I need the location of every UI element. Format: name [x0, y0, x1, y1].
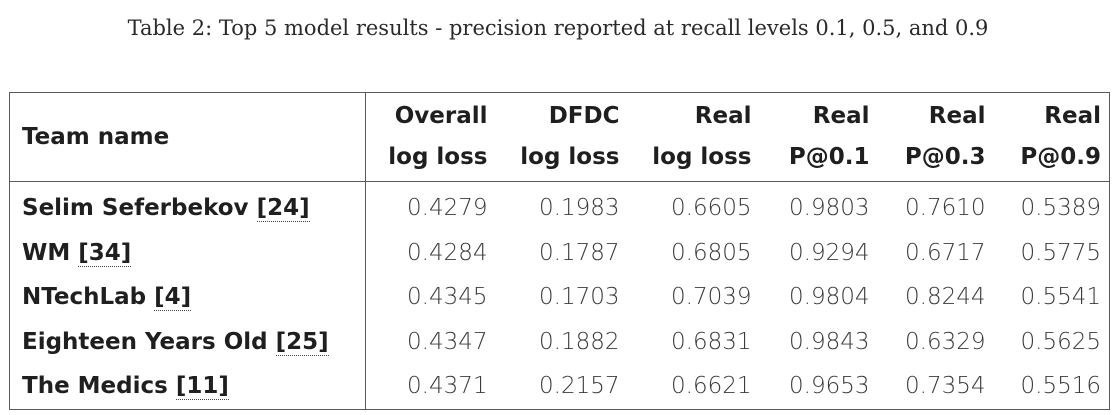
table-row: NTechLab [4] 0.4345 0.1703 0.7039 0.9804… — [9, 275, 1110, 320]
header-team-name: Team name — [9, 92, 366, 182]
table-caption: Table 2: Top 5 model results - precision… — [127, 16, 989, 40]
header-real-p03: Real P@0.3 — [877, 92, 994, 182]
citation-link[interactable]: [34] — [78, 239, 132, 267]
header-overall-log-loss: Overall log loss — [365, 92, 496, 182]
table-row: Eighteen Years Old [25] 0.4347 0.1882 0.… — [9, 319, 1110, 364]
table-row: Selim Seferbekov [24] 0.4279 0.1983 0.66… — [9, 181, 1110, 231]
real-log-loss-cell: 0.6831 — [671, 328, 752, 355]
citation-link[interactable]: [24] — [256, 195, 310, 223]
team-name-cell: Selim Seferbekov [24] — [9, 181, 366, 231]
real-p03-cell: 0.6329 — [905, 328, 986, 355]
team-name-cell: WM [34] — [9, 230, 366, 275]
team-name-cell: NTechLab [4] — [9, 275, 366, 320]
team-name-cell: The Medics [11] — [9, 364, 366, 409]
table-row: The Medics [11] 0.4371 0.2157 0.6621 0.9… — [9, 364, 1110, 409]
header-real-log-loss: Real log loss — [627, 92, 760, 182]
results-table: Team name Overall log loss DFDC log loss R… — [9, 92, 1110, 410]
overall-log-loss-cell: 0.4284 — [407, 239, 488, 266]
dfdc-log-loss-cell: 0.2157 — [539, 373, 620, 400]
dfdc-log-loss-cell: 0.1882 — [539, 328, 620, 355]
dfdc-log-loss-cell: 0.1787 — [539, 239, 620, 266]
real-log-loss-cell: 0.6605 — [671, 195, 752, 222]
citation-link[interactable]: [25] — [275, 328, 329, 356]
overall-log-loss-cell: 0.4345 — [407, 284, 488, 311]
header-dfdc-log-loss: DFDC log loss — [495, 92, 628, 182]
real-log-loss-cell: 0.7039 — [671, 284, 752, 311]
real-p03-cell: 0.6717 — [905, 239, 986, 266]
real-p09-cell: 0.5775 — [1020, 239, 1101, 266]
real-p03-cell: 0.7610 — [905, 195, 986, 222]
real-log-loss-cell: 0.6805 — [671, 239, 752, 266]
table-row: WM [34] 0.4284 0.1787 0.6805 0.9294 0.67… — [9, 230, 1110, 275]
real-p01-cell: 0.9803 — [789, 195, 870, 222]
team-name-cell: Eighteen Years Old [25] — [9, 319, 366, 364]
citation-link[interactable]: [4] — [154, 284, 192, 312]
real-p09-cell: 0.5389 — [1020, 195, 1101, 222]
citation-link[interactable]: [11] — [175, 373, 229, 401]
real-p09-cell: 0.5625 — [1020, 328, 1101, 355]
dfdc-log-loss-cell: 0.1983 — [539, 195, 620, 222]
real-p03-cell: 0.7354 — [905, 373, 986, 400]
real-p01-cell: 0.9804 — [789, 284, 870, 311]
real-p01-cell: 0.9843 — [789, 328, 870, 355]
real-p09-cell: 0.5516 — [1020, 373, 1101, 400]
dfdc-log-loss-cell: 0.1703 — [539, 284, 620, 311]
header-real-p01: Real P@0.1 — [759, 92, 878, 182]
real-p01-cell: 0.9294 — [789, 239, 870, 266]
real-p03-cell: 0.8244 — [905, 284, 986, 311]
real-p01-cell: 0.9653 — [789, 373, 870, 400]
overall-log-loss-cell: 0.4279 — [407, 195, 488, 222]
header-real-p09: Real P@0.9 — [993, 92, 1110, 182]
real-p09-cell: 0.5541 — [1020, 284, 1101, 311]
header-row: Team name Overall log loss DFDC log loss R… — [9, 92, 1110, 182]
real-log-loss-cell: 0.6621 — [671, 373, 752, 400]
overall-log-loss-cell: 0.4347 — [407, 328, 488, 355]
overall-log-loss-cell: 0.4371 — [407, 373, 488, 400]
